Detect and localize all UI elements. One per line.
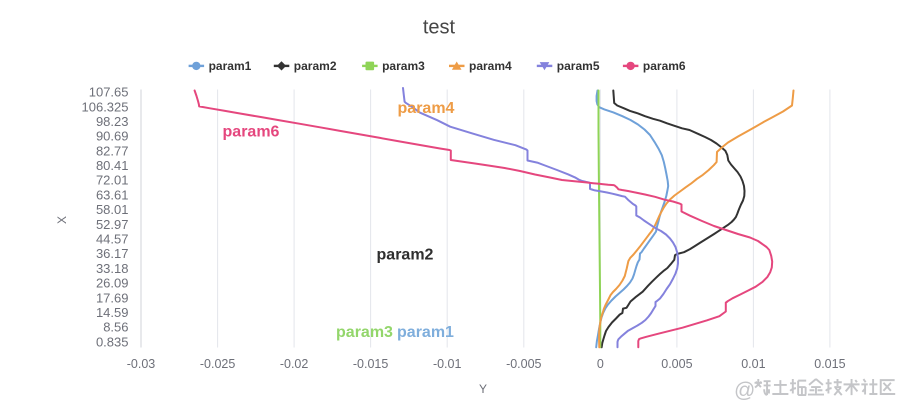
svg-text:107.65: 107.65 [89, 85, 129, 100]
svg-text:26.09: 26.09 [96, 276, 129, 291]
svg-text:param4: param4 [469, 59, 512, 73]
svg-text:param3: param3 [336, 324, 393, 341]
svg-text:X: X [55, 216, 69, 224]
svg-text:82.77: 82.77 [96, 143, 129, 158]
svg-text:-0.005: -0.005 [506, 357, 541, 371]
svg-text:-0.025: -0.025 [200, 357, 235, 371]
svg-text:-0.03: -0.03 [127, 357, 156, 371]
svg-text:58.01: 58.01 [96, 202, 129, 217]
svg-text:63.61: 63.61 [96, 187, 129, 202]
svg-text:param6: param6 [643, 59, 686, 73]
svg-text:Y: Y [479, 382, 487, 396]
svg-text:-0.02: -0.02 [280, 357, 309, 371]
svg-text:52.97: 52.97 [96, 217, 129, 232]
svg-text:98.23: 98.23 [96, 114, 129, 129]
svg-text:-0.015: -0.015 [353, 357, 388, 371]
svg-text:106.325: 106.325 [82, 99, 129, 114]
svg-text:param1: param1 [397, 324, 454, 341]
svg-text:36.17: 36.17 [96, 246, 129, 261]
svg-text:33.18: 33.18 [96, 261, 129, 276]
svg-text:param2: param2 [294, 59, 337, 73]
svg-text:param5: param5 [557, 59, 600, 73]
svg-text:param6: param6 [223, 124, 280, 141]
svg-text:17.69: 17.69 [96, 290, 129, 305]
svg-text:param4: param4 [398, 100, 455, 117]
svg-text:param1: param1 [209, 59, 252, 73]
svg-text:0.005: 0.005 [661, 357, 692, 371]
svg-text:test: test [423, 17, 456, 39]
svg-text:8.56: 8.56 [103, 320, 128, 335]
svg-text:72.01: 72.01 [96, 173, 129, 188]
svg-text:0.015: 0.015 [814, 357, 845, 371]
svg-text:80.41: 80.41 [96, 158, 129, 173]
svg-text:param2: param2 [377, 247, 434, 264]
svg-text:0: 0 [597, 357, 604, 371]
svg-text:0.835: 0.835 [96, 334, 129, 349]
svg-text:44.57: 44.57 [96, 232, 129, 247]
svg-text:14.59: 14.59 [96, 305, 129, 320]
svg-text:param3: param3 [382, 59, 425, 73]
svg-text:-0.01: -0.01 [433, 357, 462, 371]
svg-text:0.01: 0.01 [741, 357, 765, 371]
svg-text:90.69: 90.69 [96, 129, 129, 144]
svg-text:@: @ [734, 379, 755, 402]
